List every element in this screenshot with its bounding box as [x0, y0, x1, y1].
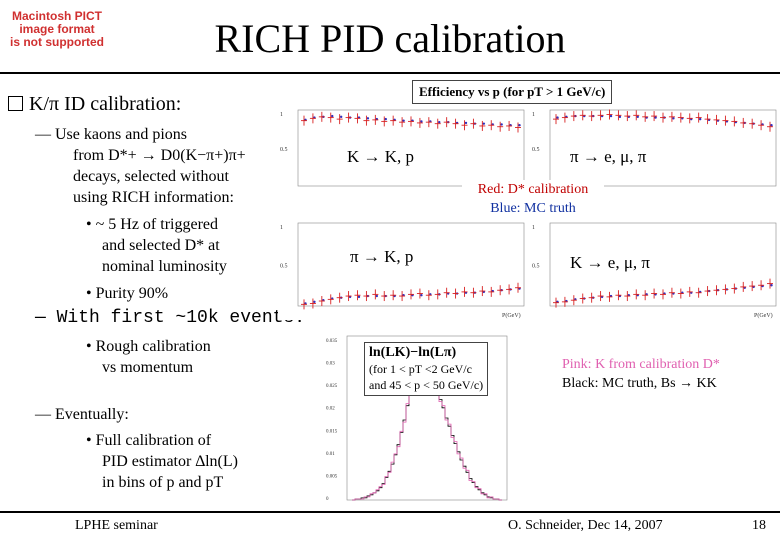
mc-point — [518, 124, 521, 127]
mc-point — [482, 122, 486, 125]
item-line: • Rough calibration — [86, 338, 211, 355]
mc-point — [313, 300, 316, 304]
mc-point — [609, 114, 613, 118]
sub1-line: — Use kaons and pions — [35, 126, 187, 143]
mc-point — [438, 120, 441, 124]
x-axis-label: P(GeV) — [502, 312, 521, 319]
item-line: vs momentum — [102, 359, 194, 376]
pict-notice: Macintosh PICT image format is not suppo… — [2, 10, 112, 60]
x-axis-label: P(GeV) — [754, 312, 773, 319]
eff-legend: Red: D* calibration Blue: MC truth — [462, 180, 604, 220]
item-line: • Full calibration of — [86, 432, 212, 449]
item-line: in bins of p and pT — [102, 474, 224, 491]
mc-point — [375, 294, 379, 298]
footer-left: LPHE seminar — [75, 518, 158, 533]
hist-cut-line: (for 1 < pT <2 GeV/c — [369, 362, 472, 376]
main-bullet: K/π ID calibration: — [8, 92, 181, 116]
sub1-line: decays, selected without — [73, 168, 229, 185]
y-tick-label: 0.5 — [280, 147, 288, 153]
mc-point — [464, 121, 468, 125]
slide-title: RICH PID calibration — [214, 16, 566, 61]
mc-point — [770, 284, 773, 287]
main-bullet-text: K/π ID calibration: — [29, 93, 182, 115]
mc-point — [636, 115, 639, 119]
footer-center: O. Schneider, Dec 14, 2007 — [508, 518, 663, 533]
page-number: 18 — [752, 518, 766, 533]
label-k-to-kp: K → K, p — [347, 147, 415, 166]
sub1-line: using RICH information: — [73, 189, 234, 206]
mc-point — [339, 115, 343, 119]
y-tick-label: 0 — [326, 497, 329, 502]
hist-variable: ln(LK)−ln(Lπ) — [369, 345, 457, 360]
sub3-item: • Full calibration of PID estimator ∆ln(… — [86, 430, 238, 493]
legend-pink: Pink: K from calibration D* — [562, 357, 720, 372]
legend-blue: Blue: MC truth — [490, 201, 576, 216]
top-rule — [0, 72, 780, 74]
legend-black: Black: MC truth, Bs → KK — [562, 376, 717, 391]
mc-point — [331, 114, 334, 118]
y-tick-label: 1 — [532, 225, 535, 231]
mc-point — [500, 123, 503, 126]
sub-bullet-3: — Eventually: — [35, 406, 129, 423]
eff-plot-pi-to-emupi: 1 0.5 — [530, 102, 780, 200]
label-k-to-emupi: K → e, μ, π — [570, 253, 651, 272]
mc-point — [420, 294, 423, 297]
mc-point — [420, 120, 423, 123]
mc-point — [357, 295, 361, 299]
sub2-item: • Rough calibration vs momentum — [86, 336, 211, 378]
y-tick-label: 0.5 — [280, 264, 288, 270]
hist-info-box: ln(LK)−ln(Lπ) (for 1 < pT <2 GeV/c and 4… — [364, 342, 489, 396]
y-tick-label: 0.02 — [326, 407, 335, 412]
sub1-line: from D*+ → D0(K−π+)π+ — [73, 147, 246, 164]
label-pi-to-kp: π → K, p — [350, 247, 414, 266]
y-tick-label: 0.025 — [326, 384, 338, 389]
item-line: • ~ 5 Hz of triggered — [86, 216, 218, 233]
pict-line: is not supported — [10, 35, 104, 49]
plot-frame — [297, 109, 525, 187]
label-pi-to-emupi: π → e, μ, π — [570, 147, 647, 166]
y-tick-label: 0.03 — [326, 362, 335, 367]
item-line: PID estimator ∆ln(L) — [102, 453, 238, 470]
pict-line: image format — [19, 22, 95, 36]
y-tick-label: 0.5 — [532, 147, 540, 153]
mc-point — [618, 115, 622, 119]
y-tick-label: 0.035 — [326, 339, 338, 344]
y-tick-label: 0.005 — [326, 474, 338, 479]
checkbox-bullet-icon — [8, 96, 23, 111]
eff-plot-k-to-emupi: 1 0.5 P(GeV) — [530, 215, 780, 320]
mc-point — [402, 119, 405, 122]
y-tick-label: 0.5 — [532, 264, 540, 270]
y-tick-label: 1 — [280, 112, 283, 118]
legend-red: Red: D* calibration — [477, 182, 589, 197]
mc-point — [770, 124, 773, 127]
sub-bullet-1: — Use kaons and pions from D*+ → D0(K−π+… — [35, 124, 246, 208]
sub-bullet-2: — With first ~10k events: — [35, 308, 306, 328]
efficiency-title: Efficiency vs p (for pT > 1 GeV/c) — [412, 80, 613, 104]
mc-point — [366, 117, 370, 120]
hist-frame — [346, 335, 508, 501]
mc-point — [384, 117, 387, 121]
mc-point — [672, 117, 675, 120]
y-tick-label: 0.015 — [326, 429, 338, 434]
sub1-item-rate: • ~ 5 Hz of triggered and selected D* at… — [86, 214, 227, 277]
plot-frame — [549, 222, 777, 307]
mc-point — [654, 116, 657, 119]
plot-frame — [297, 222, 525, 307]
plot-frame — [549, 109, 777, 187]
mc-point — [556, 116, 559, 119]
eff-plot-pi-to-kp: 1 0.5 P(GeV) — [278, 215, 528, 320]
sub1-item-purity: • Purity 90% — [86, 285, 169, 302]
pict-line: Macintosh PICT — [11, 9, 102, 23]
bottom-rule — [0, 511, 780, 513]
hist-legend: Pink: K from calibration D* Black: MC tr… — [562, 355, 720, 393]
hist-cut-line: and 45 < p < 50 GeV/c) — [369, 378, 484, 392]
y-tick-label: 1 — [280, 225, 283, 231]
y-tick-label: 1 — [532, 112, 535, 118]
y-tick-label: 0.01 — [326, 452, 335, 457]
item-line: nominal luminosity — [102, 258, 227, 275]
mc-point — [698, 117, 702, 121]
item-line: and selected D* at — [102, 237, 220, 254]
